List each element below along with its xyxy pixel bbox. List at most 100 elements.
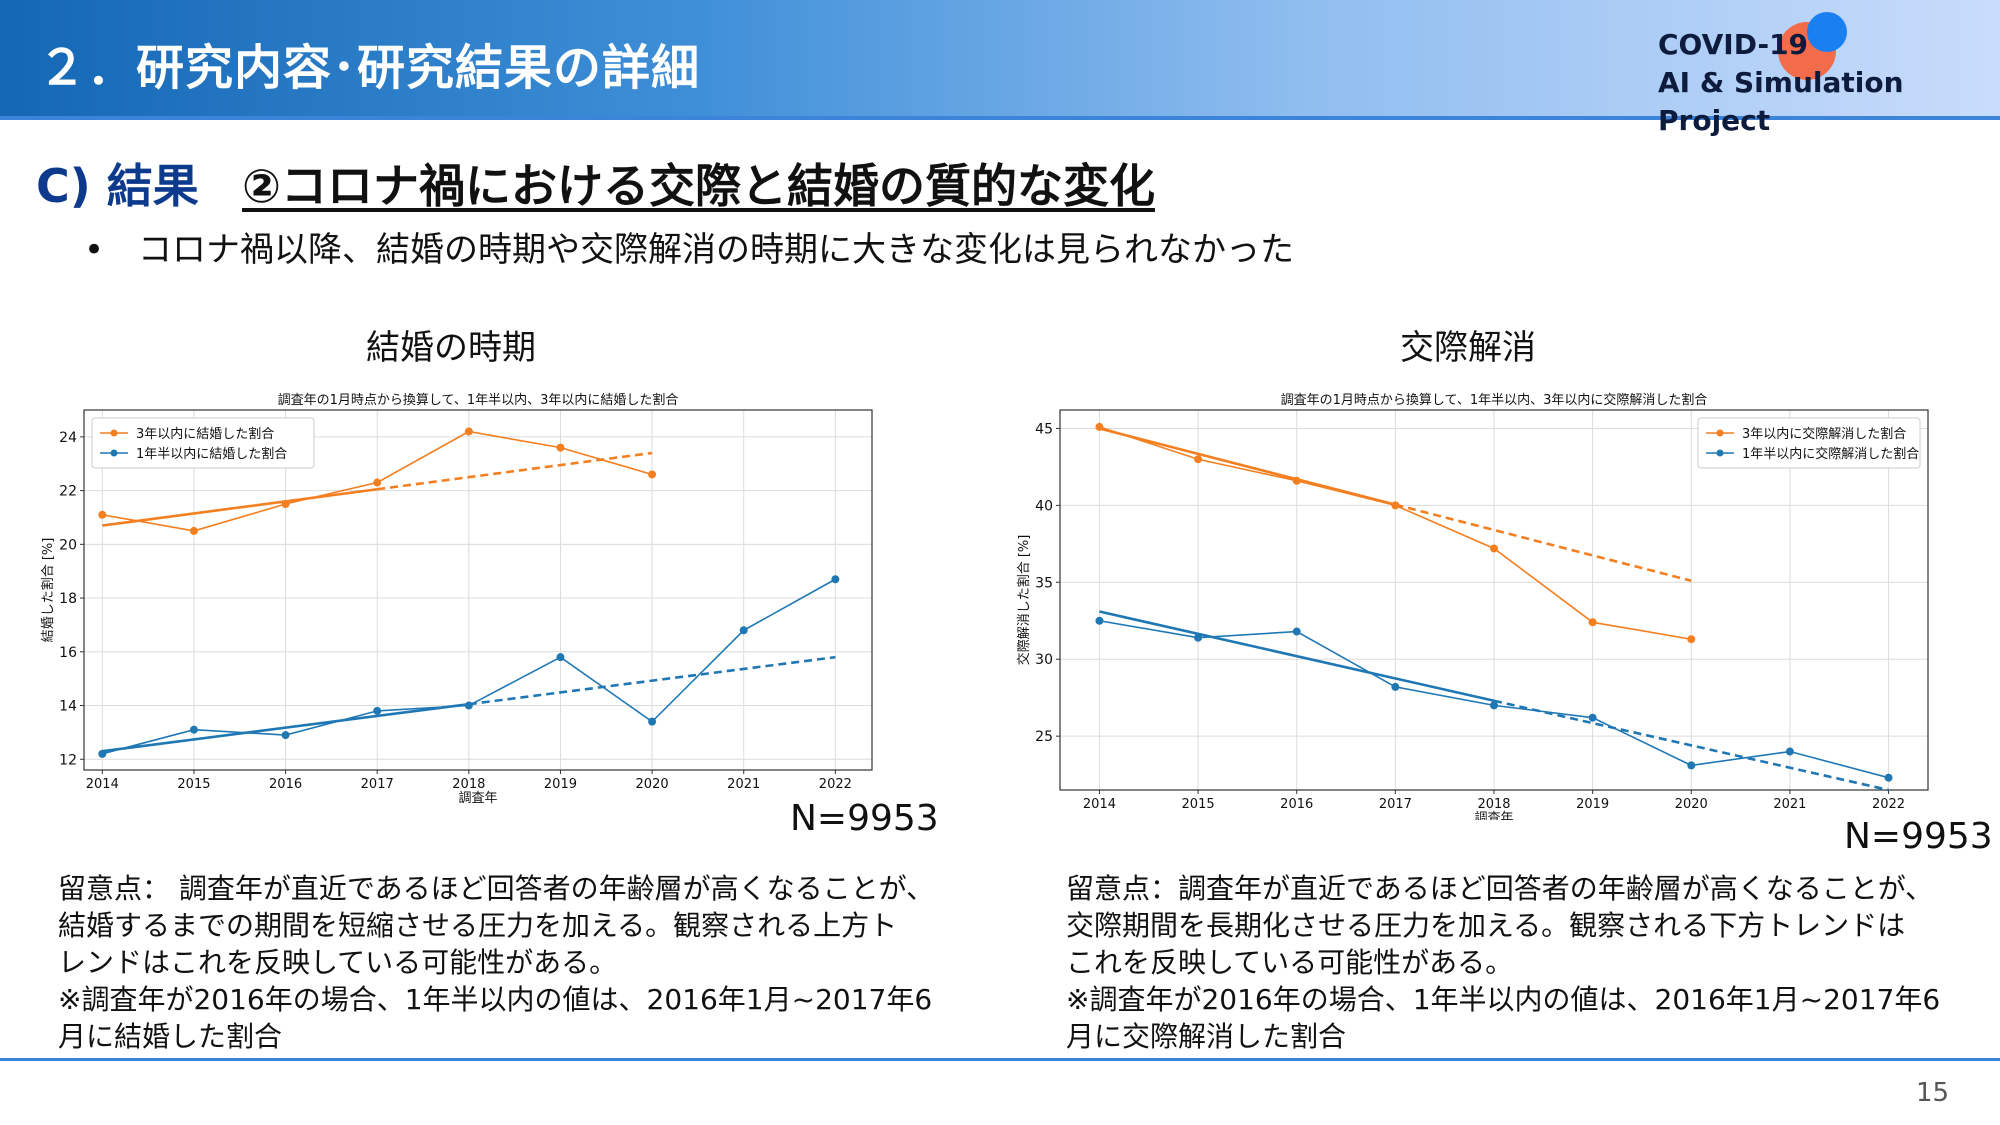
right-note-line: ※調査年が2016年の場合、1年半以内の値は、2016年1月~2017年6 — [1066, 983, 1941, 1016]
header-divider — [0, 116, 2000, 120]
trend-line-solid — [1099, 610, 1495, 703]
data-point — [1687, 635, 1696, 644]
x-tick-label: 2014 — [86, 777, 119, 792]
y-tick-label: 35 — [1035, 575, 1053, 591]
data-point — [1292, 627, 1301, 636]
data-point — [373, 478, 382, 487]
right-note-line: 交際期間を長期化させる圧力を加える。観察される下方トレンドは — [1066, 909, 1906, 942]
right-chart-heading: 交際解消 — [1400, 328, 1536, 368]
page-number: 15 — [1916, 1078, 1950, 1108]
data-point — [373, 706, 382, 715]
data-point — [1490, 701, 1498, 710]
footer-divider — [0, 1058, 2000, 1061]
left-note-line: レンドはこれを反映している可能性がある。 — [58, 946, 618, 979]
y-tick-label: 30 — [1035, 652, 1053, 668]
data-point — [1588, 618, 1597, 627]
data-point — [1588, 713, 1597, 722]
data-point — [831, 575, 840, 584]
data-point — [648, 470, 657, 479]
data-point — [556, 653, 565, 662]
chart-title: 調査年の1月時点から換算して、1年半以内、3年以内に交際解消した割合 — [1281, 392, 1708, 408]
page-title: ２．研究内容･研究結果の詳細 — [38, 40, 701, 96]
data-point — [1884, 773, 1893, 782]
data-point — [648, 717, 657, 726]
y-tick-label: 40 — [1035, 498, 1053, 514]
y-tick-label: 24 — [59, 430, 77, 446]
data-point — [1194, 455, 1203, 464]
x-tick-label: 2021 — [727, 777, 760, 792]
trend-line-solid — [1099, 427, 1396, 506]
logo-blue-circle-icon — [1807, 12, 1847, 52]
data-point — [1687, 761, 1696, 770]
trend-line-solid — [102, 487, 378, 527]
plot-frame — [83, 409, 873, 771]
y-tick-label: 25 — [1035, 729, 1053, 745]
trend-line-dashed — [377, 451, 653, 491]
data-point — [1490, 544, 1498, 553]
right-note-line: 留意点：調査年が直近であるほど回答者の年齢層が高くなることが、 — [1066, 872, 1934, 905]
legend-swatch-marker — [1716, 429, 1724, 437]
legend-box — [1697, 417, 1921, 469]
left-sample-size: N=9953 — [790, 798, 939, 839]
data-point — [281, 731, 290, 740]
logo-line2: AI & Simulation Project — [1658, 66, 1904, 137]
trend-line-dashed — [468, 655, 836, 706]
trend-line-dashed — [1493, 699, 1889, 792]
project-logo: COVID-19 AI & Simulation Project — [1658, 26, 2000, 140]
data-point — [1391, 682, 1400, 691]
legend-swatch-marker — [110, 429, 118, 437]
left-note-line: 留意点： 調査年が直近であるほど回答者の年齢層が高くなることが、 — [58, 872, 935, 905]
data-point — [556, 443, 565, 452]
header-banner — [0, 0, 2000, 116]
left-note-line: 月に結婚した割合 — [58, 1020, 283, 1053]
y-tick-label: 16 — [59, 645, 77, 661]
data-point — [739, 626, 748, 635]
section-subtitle: ②コロナ禍における交際と結婚の質的な変化 — [242, 159, 1155, 213]
x-axis-label: 調査年 — [458, 791, 497, 806]
right-note-line: 月に交際解消した割合 — [1066, 1020, 1347, 1053]
y-tick-label: 45 — [1035, 421, 1053, 437]
y-tick-label: 20 — [59, 537, 77, 553]
x-tick-label: 2020 — [636, 777, 669, 792]
data-point — [1194, 633, 1203, 642]
left-note: 留意点： 調査年が直近であるほど回答者の年齢層が高くなることが、 結婚するまでの… — [58, 870, 934, 1055]
data-point — [189, 725, 198, 734]
x-tick-label: 2018 — [452, 777, 485, 792]
x-tick-label: 2014 — [1083, 797, 1116, 812]
section-label: C) 結果 — [36, 159, 199, 213]
x-tick-label: 2019 — [544, 777, 577, 792]
x-tick-label: 2015 — [1182, 797, 1215, 812]
y-tick-label: 12 — [59, 752, 77, 768]
y-tick-label: 22 — [59, 484, 77, 500]
legend-box — [91, 417, 315, 469]
x-axis-label: 調査年 — [1474, 811, 1513, 820]
x-tick-label: 2021 — [1773, 797, 1806, 812]
x-tick-label: 2022 — [819, 777, 852, 792]
x-tick-label: 2019 — [1576, 797, 1609, 812]
x-tick-label: 2017 — [1379, 797, 1412, 812]
y-tick-label: 14 — [59, 699, 77, 715]
x-tick-label: 2022 — [1872, 797, 1905, 812]
x-tick-label: 2015 — [177, 777, 210, 792]
legend-label: 1年半以内に結婚した割合 — [136, 446, 287, 462]
data-point — [1095, 616, 1104, 625]
breakup-timing-chart: 調査年の1月時点から換算して、1年半以内、3年以内に交際解消した割合 2014 20… — [1016, 392, 1929, 820]
right-note-line: これを反映している可能性がある。 — [1066, 946, 1514, 979]
left-note-line: ※調査年が2016年の場合、1年半以内の値は、2016年1月~2017年6 — [58, 983, 933, 1016]
legend-swatch-marker — [110, 449, 118, 457]
trend-line-solid — [102, 702, 470, 753]
data-point — [98, 510, 107, 519]
legend-label: 1年半以内に交際解消した割合 — [1742, 446, 1919, 462]
right-note: 留意点：調査年が直近であるほど回答者の年齢層が高くなることが、 交際期間を長期化… — [1066, 870, 1940, 1055]
summary-bullet: • コロナ禍以降、結婚の時期や交際解消の時期に大きな変化は見られなかった — [84, 230, 1295, 270]
trend-line-dashed — [1395, 503, 1692, 583]
left-note-line: 結婚するまでの期間を短縮させる圧力を加える。観察される上方ト — [58, 909, 898, 942]
x-tick-label: 2020 — [1675, 797, 1708, 812]
x-tick-label: 2016 — [269, 777, 302, 792]
right-sample-size: N=9953 — [1844, 816, 1993, 857]
logo-line1: COVID-19 — [1658, 28, 1809, 61]
y-axis-label: 交際解消した割合 [%] — [1016, 535, 1032, 666]
data-point — [189, 526, 198, 535]
data-point — [1785, 747, 1794, 756]
x-tick-label: 2016 — [1280, 797, 1313, 812]
